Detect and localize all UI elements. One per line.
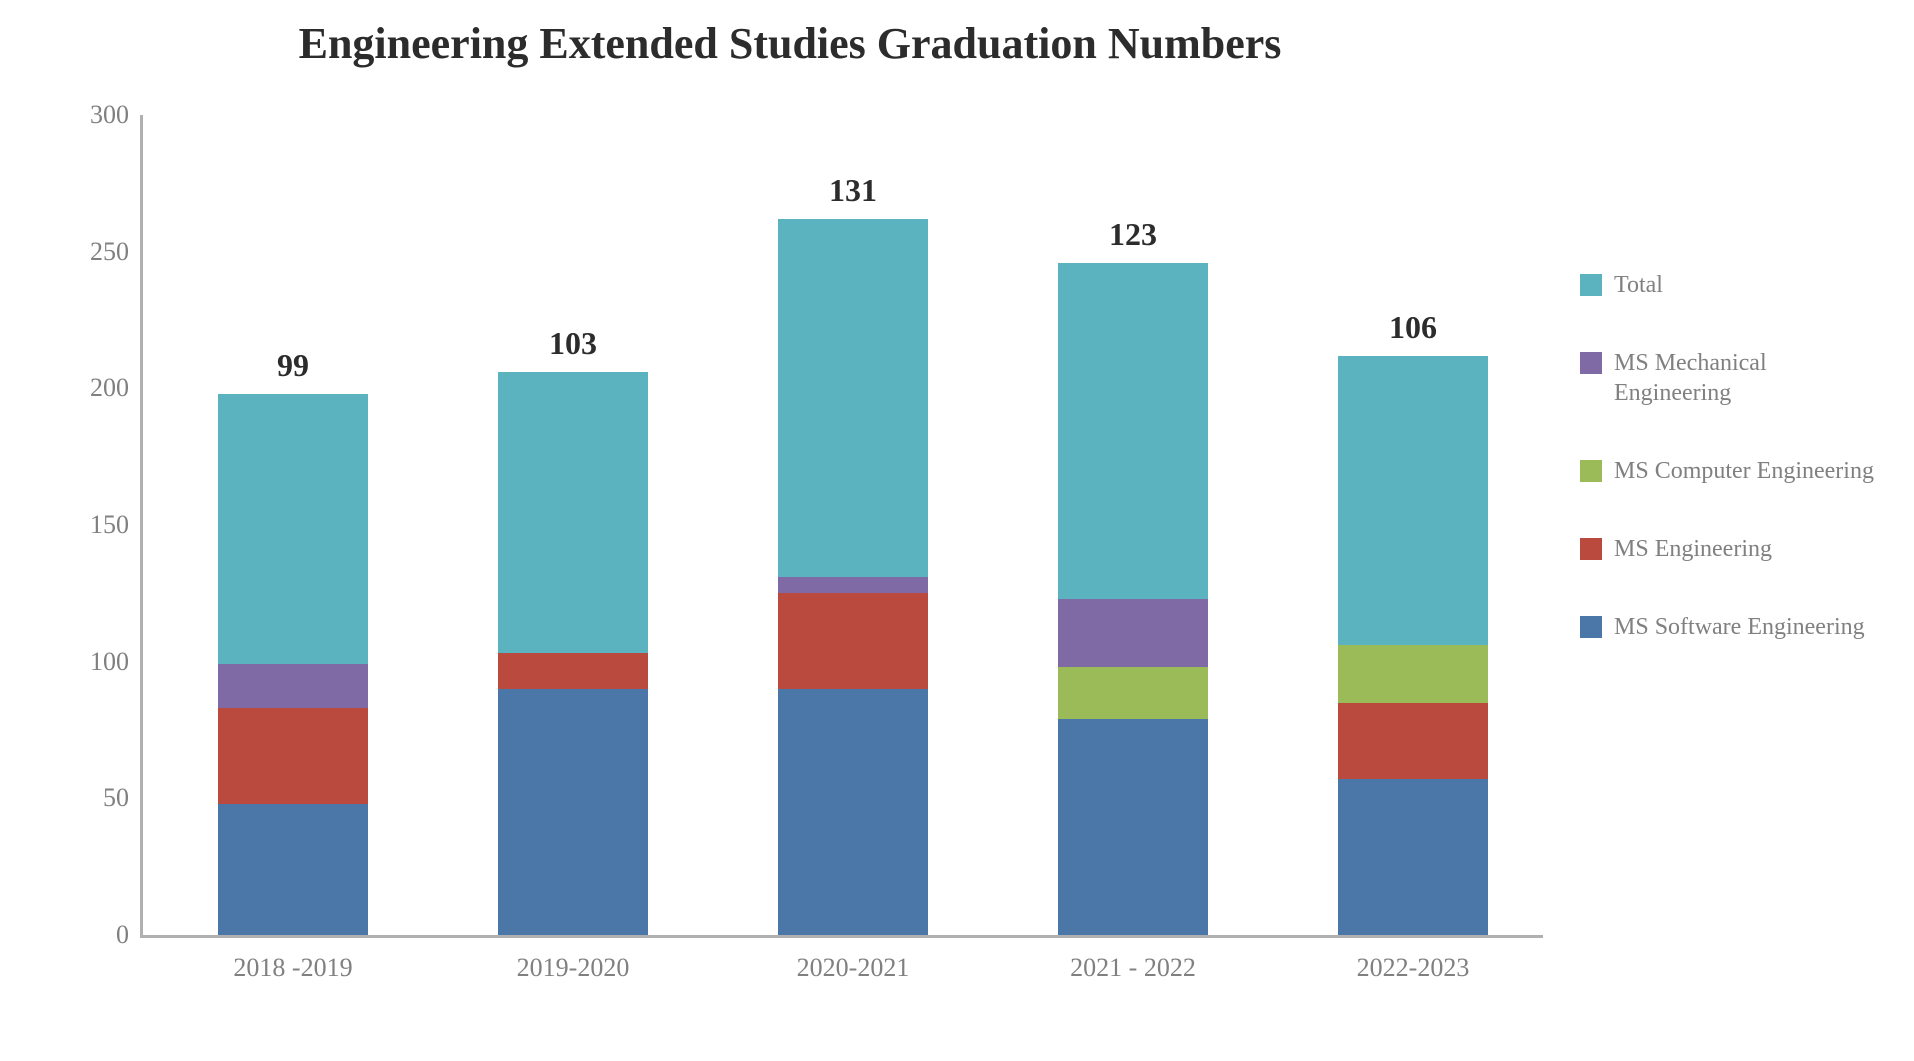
bar-total-label: 123 [1109, 216, 1157, 253]
bar-segment-ms-mechanical-engineering [1058, 599, 1208, 667]
x-axis-tick-label: 2021 - 2022 [1070, 935, 1196, 983]
bar-total-label: 99 [277, 347, 309, 384]
legend-item-ms-mechanical-engineering: MS Mechanical Engineering [1580, 348, 1890, 408]
bar-segment-ms-software-engineering [778, 689, 928, 935]
bar-segment-ms-engineering [1338, 703, 1488, 780]
bar-segment-ms-engineering [778, 593, 928, 689]
bar-segment-ms-computer-engineering [1058, 667, 1208, 719]
x-axis-tick-label: 2020-2021 [797, 935, 910, 983]
bar-segment-total [1058, 263, 1208, 599]
x-axis-tick-label: 2018 -2019 [233, 935, 352, 983]
y-axis-tick-label: 150 [90, 510, 143, 540]
legend-swatch-icon [1580, 460, 1602, 482]
bar-total-label: 106 [1389, 309, 1437, 346]
bar-segment-ms-mechanical-engineering [218, 664, 368, 708]
legend-item-ms-software-engineering: MS Software Engineering [1580, 612, 1890, 642]
y-axis-tick-label: 250 [90, 237, 143, 267]
chart-title: Engineering Extended Studies Graduation … [0, 18, 1580, 69]
bar-segment-total [498, 372, 648, 654]
legend-label: MS Mechanical Engineering [1614, 348, 1874, 408]
legend-item-ms-computer-engineering: MS Computer Engineering [1580, 456, 1890, 486]
legend-item-total: Total [1580, 270, 1890, 300]
legend-swatch-icon [1580, 538, 1602, 560]
bar-total-label: 131 [829, 172, 877, 209]
legend: Total MS Mechanical Engineering MS Compute… [1580, 270, 1890, 690]
y-axis-tick-label: 0 [116, 920, 143, 950]
bar-segment-ms-computer-engineering [1338, 645, 1488, 702]
bar-segment-ms-software-engineering [218, 804, 368, 935]
bar-segment-total [218, 394, 368, 665]
bar-segment-ms-mechanical-engineering [778, 577, 928, 593]
bar-segment-ms-software-engineering [498, 689, 648, 935]
legend-item-ms-engineering: MS Engineering [1580, 534, 1890, 564]
y-axis-tick-label: 300 [90, 100, 143, 130]
bar-group: 131 [778, 219, 928, 935]
y-axis-tick-label: 200 [90, 373, 143, 403]
bar-total-label: 103 [549, 325, 597, 362]
bar-segment-ms-engineering [218, 708, 368, 804]
legend-label: Total [1614, 270, 1663, 300]
chart-container: Engineering Extended Studies Graduation … [0, 0, 1914, 1061]
y-axis-tick-label: 100 [90, 647, 143, 677]
bar-segment-ms-software-engineering [1058, 719, 1208, 935]
bar-segment-total [778, 219, 928, 577]
plot-area: 050100150200250300992018 -20191032019-20… [140, 115, 1543, 938]
bar-segment-ms-software-engineering [1338, 779, 1488, 935]
legend-swatch-icon [1580, 616, 1602, 638]
legend-label: MS Computer Engineering [1614, 456, 1874, 486]
legend-label: MS Engineering [1614, 534, 1772, 564]
legend-swatch-icon [1580, 352, 1602, 374]
bar-segment-ms-engineering [498, 653, 648, 689]
bar-group: 99 [218, 394, 368, 935]
x-axis-tick-label: 2022-2023 [1357, 935, 1470, 983]
bar-segment-total [1338, 356, 1488, 646]
y-axis-tick-label: 50 [103, 783, 143, 813]
legend-swatch-icon [1580, 274, 1602, 296]
bar-group: 106 [1338, 356, 1488, 935]
bar-group: 123 [1058, 263, 1208, 935]
bar-group: 103 [498, 372, 648, 935]
legend-label: MS Software Engineering [1614, 612, 1865, 642]
x-axis-tick-label: 2019-2020 [517, 935, 630, 983]
